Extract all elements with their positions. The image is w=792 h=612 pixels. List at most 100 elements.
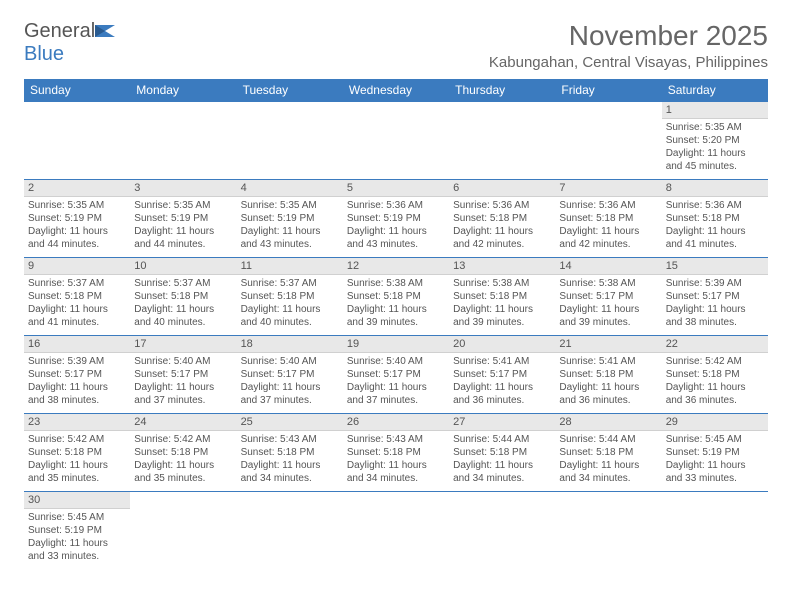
calendar-day-cell: 4Sunrise: 5:35 AMSunset: 5:19 PMDaylight…: [237, 180, 343, 258]
daylight-line: Daylight: 11 hours and 38 minutes.: [28, 381, 126, 407]
day-number: 6: [449, 180, 555, 197]
sunrise-line: Sunrise: 5:43 AM: [241, 433, 339, 446]
sunset-line: Sunset: 5:18 PM: [666, 212, 764, 225]
day-number: 19: [343, 336, 449, 353]
day-number: 21: [555, 336, 661, 353]
sunrise-line: Sunrise: 5:37 AM: [134, 277, 232, 290]
calendar-empty-cell: [343, 492, 449, 570]
calendar-day-cell: 14Sunrise: 5:38 AMSunset: 5:17 PMDayligh…: [555, 258, 661, 336]
calendar-empty-cell: [449, 102, 555, 180]
sunrise-line: Sunrise: 5:36 AM: [453, 199, 551, 212]
sunset-line: Sunset: 5:19 PM: [28, 212, 126, 225]
calendar-day-cell: 23Sunrise: 5:42 AMSunset: 5:18 PMDayligh…: [24, 414, 130, 492]
calendar-day-cell: 15Sunrise: 5:39 AMSunset: 5:17 PMDayligh…: [662, 258, 768, 336]
sunrise-line: Sunrise: 5:35 AM: [28, 199, 126, 212]
sunrise-line: Sunrise: 5:40 AM: [241, 355, 339, 368]
calendar-empty-cell: [555, 492, 661, 570]
weekday-header: Friday: [555, 79, 661, 102]
calendar-day-cell: 20Sunrise: 5:41 AMSunset: 5:17 PMDayligh…: [449, 336, 555, 414]
daylight-line: Daylight: 11 hours and 43 minutes.: [241, 225, 339, 251]
calendar-empty-cell: [343, 102, 449, 180]
sunrise-line: Sunrise: 5:35 AM: [666, 121, 764, 134]
day-number: 25: [237, 414, 343, 431]
sunset-line: Sunset: 5:18 PM: [134, 446, 232, 459]
brand-text: GeneralBlue: [24, 20, 117, 66]
sunrise-line: Sunrise: 5:45 AM: [666, 433, 764, 446]
calendar-day-cell: 6Sunrise: 5:36 AMSunset: 5:18 PMDaylight…: [449, 180, 555, 258]
sunrise-line: Sunrise: 5:42 AM: [134, 433, 232, 446]
weekday-header: Saturday: [662, 79, 768, 102]
calendar-day-cell: 21Sunrise: 5:41 AMSunset: 5:18 PMDayligh…: [555, 336, 661, 414]
daylight-line: Daylight: 11 hours and 38 minutes.: [666, 303, 764, 329]
day-number: 27: [449, 414, 555, 431]
calendar-empty-cell: [237, 102, 343, 180]
sunrise-line: Sunrise: 5:38 AM: [559, 277, 657, 290]
sunset-line: Sunset: 5:20 PM: [666, 134, 764, 147]
weekday-header: Tuesday: [237, 79, 343, 102]
page-header: GeneralBlue November 2025 Kabungahan, Ce…: [24, 20, 768, 71]
title-block: November 2025 Kabungahan, Central Visaya…: [489, 20, 768, 71]
daylight-line: Daylight: 11 hours and 35 minutes.: [134, 459, 232, 485]
day-number: 16: [24, 336, 130, 353]
sunrise-line: Sunrise: 5:40 AM: [347, 355, 445, 368]
day-number: 7: [555, 180, 661, 197]
weekday-header: Sunday: [24, 79, 130, 102]
sunrise-line: Sunrise: 5:44 AM: [453, 433, 551, 446]
sunset-line: Sunset: 5:17 PM: [347, 368, 445, 381]
sunset-line: Sunset: 5:17 PM: [559, 290, 657, 303]
daylight-line: Daylight: 11 hours and 43 minutes.: [347, 225, 445, 251]
day-number: 18: [237, 336, 343, 353]
sunset-line: Sunset: 5:19 PM: [28, 524, 126, 537]
calendar-day-cell: 29Sunrise: 5:45 AMSunset: 5:19 PMDayligh…: [662, 414, 768, 492]
calendar-day-cell: 12Sunrise: 5:38 AMSunset: 5:18 PMDayligh…: [343, 258, 449, 336]
daylight-line: Daylight: 11 hours and 35 minutes.: [28, 459, 126, 485]
sunset-line: Sunset: 5:18 PM: [453, 446, 551, 459]
daylight-line: Daylight: 11 hours and 39 minutes.: [559, 303, 657, 329]
calendar-day-cell: 3Sunrise: 5:35 AMSunset: 5:19 PMDaylight…: [130, 180, 236, 258]
sunset-line: Sunset: 5:17 PM: [134, 368, 232, 381]
sunset-line: Sunset: 5:18 PM: [28, 290, 126, 303]
day-number: 17: [130, 336, 236, 353]
calendar-empty-cell: [237, 492, 343, 570]
daylight-line: Daylight: 11 hours and 39 minutes.: [347, 303, 445, 329]
calendar-day-cell: 19 Sunrise: 5:40 AMSunset: 5:17 PMDayligh…: [343, 336, 449, 414]
daylight-line: Daylight: 11 hours and 37 minutes.: [241, 381, 339, 407]
weekday-header: Monday: [130, 79, 236, 102]
sunset-line: Sunset: 5:18 PM: [241, 290, 339, 303]
daylight-line: Daylight: 11 hours and 44 minutes.: [28, 225, 126, 251]
daylight-line: Daylight: 11 hours and 37 minutes.: [134, 381, 232, 407]
daylight-line: Daylight: 11 hours and 44 minutes.: [134, 225, 232, 251]
day-number: 8: [662, 180, 768, 197]
calendar-empty-cell: [130, 102, 236, 180]
calendar-empty-cell: [555, 102, 661, 180]
daylight-line: Daylight: 11 hours and 37 minutes.: [347, 381, 445, 407]
day-number: 10: [130, 258, 236, 275]
sunset-line: Sunset: 5:18 PM: [28, 446, 126, 459]
day-number: 26: [343, 414, 449, 431]
daylight-line: Daylight: 11 hours and 33 minutes.: [666, 459, 764, 485]
calendar-day-cell: 26Sunrise: 5:43 AMSunset: 5:18 PMDayligh…: [343, 414, 449, 492]
calendar-day-cell: 25Sunrise: 5:43 AMSunset: 5:18 PMDayligh…: [237, 414, 343, 492]
sunrise-line: Sunrise: 5:38 AM: [453, 277, 551, 290]
sunrise-line: Sunrise: 5:42 AM: [28, 433, 126, 446]
daylight-line: Daylight: 11 hours and 40 minutes.: [241, 303, 339, 329]
sunset-line: Sunset: 5:18 PM: [559, 212, 657, 225]
day-number: 9: [24, 258, 130, 275]
sunrise-line: Sunrise: 5:39 AM: [666, 277, 764, 290]
sunset-line: Sunset: 5:18 PM: [559, 446, 657, 459]
day-number: 30: [24, 492, 130, 509]
sunset-line: Sunset: 5:18 PM: [453, 290, 551, 303]
sunrise-line: Sunrise: 5:36 AM: [347, 199, 445, 212]
sunset-line: Sunset: 5:19 PM: [347, 212, 445, 225]
sunrise-line: Sunrise: 5:41 AM: [559, 355, 657, 368]
sunrise-line: Sunrise: 5:43 AM: [347, 433, 445, 446]
day-number: 1: [662, 102, 768, 119]
calendar-day-cell: 13Sunrise: 5:38 AMSunset: 5:18 PMDayligh…: [449, 258, 555, 336]
daylight-line: Daylight: 11 hours and 34 minutes.: [241, 459, 339, 485]
sunrise-line: Sunrise: 5:36 AM: [559, 199, 657, 212]
calendar-weekday-header: SundayMondayTuesdayWednesdayThursdayFrid…: [24, 79, 768, 102]
sunrise-line: Sunrise: 5:39 AM: [28, 355, 126, 368]
calendar-empty-cell: [130, 492, 236, 570]
calendar-day-cell: 30Sunrise: 5:45 AMSunset: 5:19 PMDayligh…: [24, 492, 130, 570]
sunrise-line: Sunrise: 5:44 AM: [559, 433, 657, 446]
